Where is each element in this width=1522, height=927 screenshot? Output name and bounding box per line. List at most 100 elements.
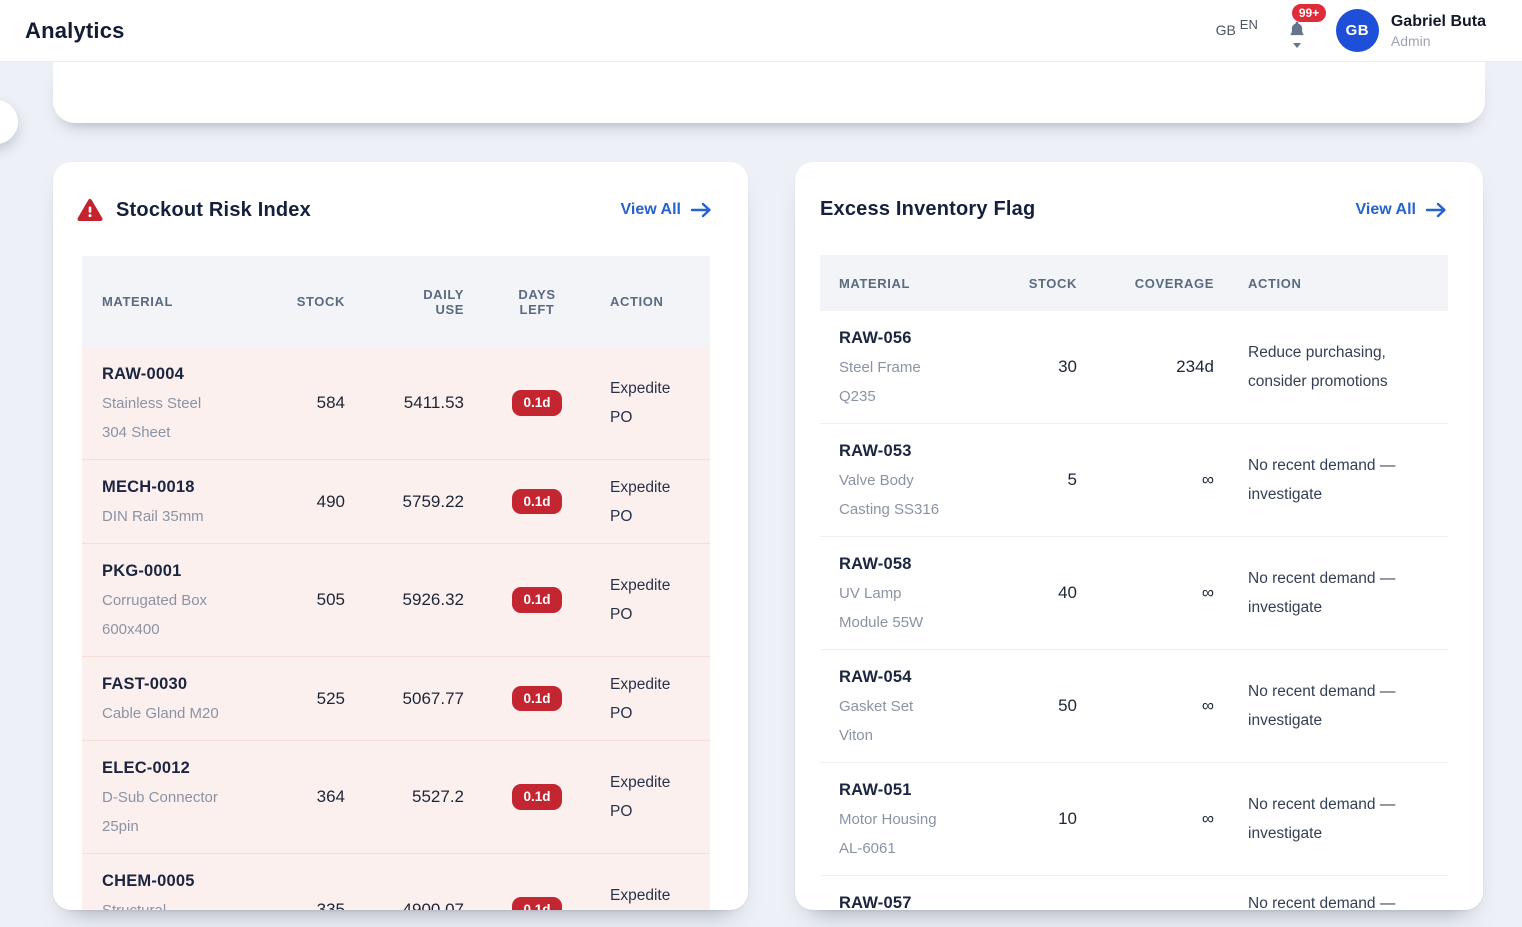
table-row: CHEM-0005 Structural Adhesive 335 4900.0… [82, 853, 710, 910]
stockout-risk-card: Stockout Risk Index View All Material St… [53, 162, 748, 910]
user-menu[interactable]: GB Gabriel Buta Admin [1336, 9, 1486, 52]
stockout-table-body: RAW-0004 Stainless Steel 304 Sheet 584 5… [82, 347, 710, 910]
table-row: RAW-051 Motor Housing AL-6061 10 ∞ No re… [820, 762, 1448, 875]
action-text: No recent demand — investigate [1248, 790, 1420, 848]
material-code: PKG-0001 [102, 556, 270, 586]
column-header: Days Left [464, 287, 610, 317]
material-description: Motor Housing AL-6061 [839, 805, 950, 863]
stock-value: 30 [990, 357, 1077, 377]
days-left-badge: 0.1d [512, 489, 561, 515]
stock-value: 505 [270, 590, 345, 610]
action-text: No recent demand — investigate [1248, 677, 1420, 735]
view-all-link-excess[interactable]: View All [1356, 201, 1447, 219]
column-header: Material [82, 294, 270, 309]
action-text: Expedite PO [610, 571, 680, 629]
user-role: Admin [1391, 33, 1486, 50]
material-description: Structural Adhesive [102, 896, 230, 910]
language-code-label: EN [1240, 18, 1258, 31]
table-row: ELEC-0012 D-Sub Connector 25pin 364 5527… [82, 740, 710, 853]
previous-card-fragment [53, 62, 1485, 123]
action-text: Expedite PO [610, 473, 680, 531]
bell-icon [1287, 20, 1307, 40]
arrow-right-icon [1425, 202, 1447, 218]
action-text: No recent demand — investigate [1248, 564, 1420, 622]
column-header: Material [820, 276, 990, 291]
material-code: MECH-0018 [102, 472, 270, 502]
material-code: RAW-053 [839, 436, 990, 466]
action-text: Reduce purchasing, consider promotions [1248, 338, 1420, 396]
daily-use-value: 5926.32 [345, 590, 464, 610]
action-text: Expedite PO [610, 670, 680, 728]
stock-value: 525 [270, 689, 345, 709]
material-code: CHEM-0005 [102, 866, 270, 896]
days-left-badge: 0.1d [512, 587, 561, 613]
daily-use-value: 5067.77 [345, 689, 464, 709]
stockout-table-header: Material Stock Daily Use Days Left Actio… [82, 256, 710, 347]
app-header: Analytics GB EN 99+ GB Gabriel Buta Admi… [0, 0, 1522, 62]
coverage-value: ∞ [1077, 908, 1214, 911]
material-description: DIN Rail 35mm [102, 502, 230, 531]
notification-badge: 99+ [1292, 4, 1326, 22]
coverage-value: ∞ [1077, 583, 1214, 603]
material-description: Stainless Steel 304 Sheet [102, 389, 230, 447]
stock-value: 10 [990, 809, 1077, 829]
material-code: FAST-0030 [102, 669, 270, 699]
sidebar-toggle[interactable] [0, 100, 18, 144]
main-content: Stockout Risk Index View All Material St… [0, 62, 1522, 927]
material-description: Corrugated Box 600x400 [102, 586, 230, 644]
excess-inventory-card: Excess Inventory Flag View All Material … [795, 162, 1483, 910]
material-code: RAW-0004 [102, 359, 270, 389]
coverage-value: ∞ [1077, 696, 1214, 716]
warning-triangle-icon [77, 198, 103, 222]
column-header: Daily Use [345, 287, 464, 317]
days-left-badge: 0.1d [512, 897, 561, 910]
stock-value: 40 [990, 583, 1077, 603]
days-left-badge: 0.1d [512, 686, 561, 712]
table-row: RAW-0004 Stainless Steel 304 Sheet 584 5… [82, 347, 710, 459]
avatar: GB [1336, 9, 1379, 52]
material-code: RAW-054 [839, 662, 990, 692]
column-header: Action [610, 294, 710, 309]
stock-value: 335 [270, 900, 345, 910]
user-name: Gabriel Buta [1391, 12, 1486, 33]
material-description: UV Lamp Module 55W [839, 579, 950, 637]
table-row: RAW-053 Valve Body Casting SS316 5 ∞ No … [820, 423, 1448, 536]
material-code: RAW-057 [839, 888, 990, 910]
card-title-stockout: Stockout Risk Index [116, 199, 621, 222]
column-header: Stock [990, 276, 1077, 291]
view-all-label: View All [1356, 201, 1416, 219]
material-description: Steel Frame Q235 [839, 353, 950, 411]
coverage-value: ∞ [1077, 809, 1214, 829]
view-all-label: View All [621, 201, 681, 219]
action-text: No recent demand — investigate [1248, 451, 1420, 509]
column-header: Stock [270, 294, 345, 309]
table-row: MECH-0018 DIN Rail 35mm 490 5759.22 0.1d… [82, 459, 710, 543]
days-left-badge: 0.1d [512, 390, 561, 416]
table-row: RAW-057 Carbon Filter 5 ∞ No recent dema… [820, 875, 1448, 910]
action-text: No recent demand — investigate [1248, 889, 1420, 911]
daily-use-value: 5759.22 [345, 492, 464, 512]
excess-table-header: Material Stock Coverage Action [820, 255, 1448, 311]
action-text: Expedite PO [610, 881, 680, 910]
chevron-down-icon [1293, 43, 1301, 48]
table-row: FAST-0030 Cable Gland M20 525 5067.77 0.… [82, 656, 710, 740]
table-row: RAW-054 Gasket Set Viton 50 ∞ No recent … [820, 649, 1448, 762]
card-title-excess: Excess Inventory Flag [820, 198, 1356, 221]
action-text: Expedite PO [610, 768, 680, 826]
coverage-value: ∞ [1077, 470, 1214, 490]
view-all-link-stockout[interactable]: View All [621, 201, 712, 219]
table-row: RAW-056 Steel Frame Q235 30 234d Reduce … [820, 311, 1448, 423]
notifications-button[interactable]: 99+ [1284, 16, 1310, 46]
material-description: Valve Body Casting SS316 [839, 466, 950, 524]
daily-use-value: 4900.07 [345, 900, 464, 910]
days-left-badge: 0.1d [512, 784, 561, 810]
material-description: D-Sub Connector 25pin [102, 783, 230, 841]
language-region-label: GB [1216, 23, 1236, 39]
language-selector[interactable]: GB EN [1216, 23, 1258, 39]
stock-value: 5 [990, 470, 1077, 490]
excess-table-body: RAW-056 Steel Frame Q235 30 234d Reduce … [820, 311, 1448, 910]
table-row: RAW-058 UV Lamp Module 55W 40 ∞ No recen… [820, 536, 1448, 649]
table-row: PKG-0001 Corrugated Box 600x400 505 5926… [82, 543, 710, 656]
page-title: Analytics [25, 18, 125, 44]
action-text: Expedite PO [610, 374, 680, 432]
